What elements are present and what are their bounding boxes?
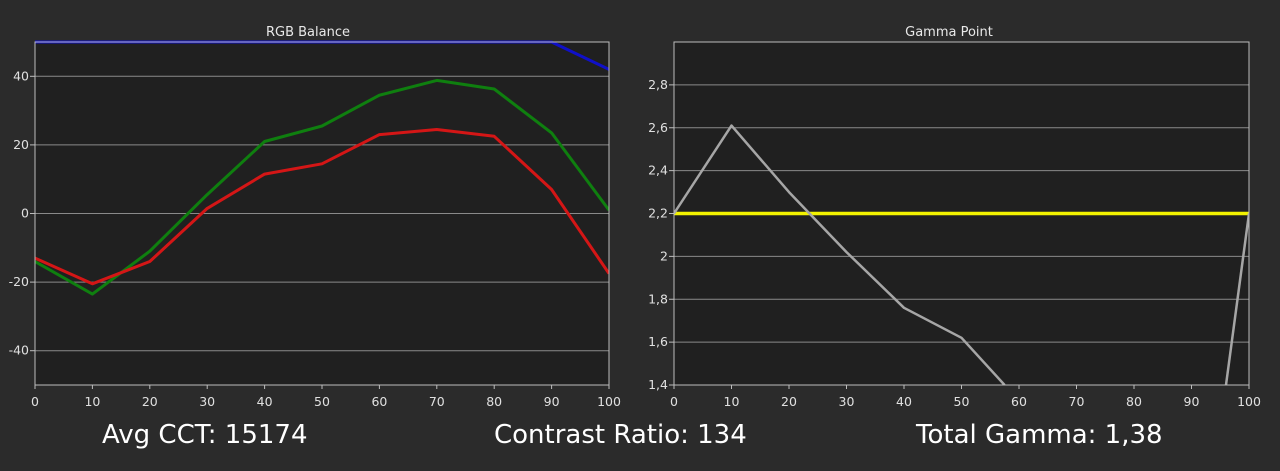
chart-title: RGB Balance bbox=[266, 25, 350, 40]
y-tick-label: -20 bbox=[9, 274, 29, 289]
y-tick-label: 2,8 bbox=[648, 77, 668, 92]
x-tick-label: 20 bbox=[142, 394, 158, 409]
x-tick-label: 80 bbox=[1126, 394, 1142, 409]
y-tick-label: 1,6 bbox=[648, 334, 668, 349]
x-tick-label: 60 bbox=[1011, 394, 1027, 409]
x-tick-label: 100 bbox=[1237, 394, 1261, 409]
x-tick-label: 0 bbox=[670, 394, 678, 409]
y-tick-label: 40 bbox=[13, 68, 29, 83]
x-tick-label: 50 bbox=[954, 394, 970, 409]
x-tick-label: 30 bbox=[199, 394, 215, 409]
x-tick-label: 10 bbox=[84, 394, 100, 409]
x-tick-label: 40 bbox=[257, 394, 273, 409]
plot-frame bbox=[673, 41, 1250, 386]
y-tick-label: 20 bbox=[13, 137, 29, 152]
y-tick-label: 1,8 bbox=[648, 291, 668, 306]
x-tick-label: 40 bbox=[896, 394, 912, 409]
x-tick-label: 80 bbox=[486, 394, 502, 409]
chart-1: RGB Balance -40 -20 0 20 40 0 10 20 30 40 50 60 70 80 9… bbox=[9, 25, 621, 409]
series-line-3 bbox=[35, 128, 609, 286]
y-tick-label: 0 bbox=[21, 206, 29, 221]
series-line-2 bbox=[1224, 213, 1249, 385]
y-tick-label: -40 bbox=[9, 343, 29, 358]
x-tick-label: 70 bbox=[429, 394, 445, 409]
x-tick-label: 90 bbox=[544, 394, 560, 409]
series-line-1 bbox=[674, 124, 1006, 385]
total-gamma-label: Total Gamma: 1,38 bbox=[916, 420, 1163, 450]
x-tick-label: 90 bbox=[1184, 394, 1200, 409]
chart-title: Gamma Point bbox=[905, 25, 993, 40]
x-tick-label: 50 bbox=[314, 394, 330, 409]
y-tick-label: 2,2 bbox=[648, 206, 668, 221]
x-tick-label: 70 bbox=[1069, 394, 1085, 409]
contrast-ratio-label: Contrast Ratio: 134 bbox=[494, 420, 747, 450]
y-tick-label: 2,4 bbox=[648, 163, 668, 178]
avg-cct-label: Avg CCT: 15174 bbox=[102, 420, 308, 450]
x-tick-label: 60 bbox=[371, 394, 387, 409]
plot-frame bbox=[34, 41, 610, 386]
chart-2: Gamma Point 1,4 1,6 1,8 2 2,2 2,4 2,6 2,8 0 10 20 30… bbox=[648, 25, 1261, 409]
y-tick-label: 2,6 bbox=[648, 120, 668, 135]
series-line-2 bbox=[35, 78, 609, 296]
x-tick-label: 0 bbox=[31, 394, 39, 409]
x-tick-label: 20 bbox=[781, 394, 797, 409]
x-tick-label: 10 bbox=[724, 394, 740, 409]
y-tick-label: 1,4 bbox=[648, 377, 668, 392]
x-tick-label: 100 bbox=[597, 394, 621, 409]
x-tick-label: 30 bbox=[839, 394, 855, 409]
y-tick-label: 2 bbox=[660, 248, 668, 263]
